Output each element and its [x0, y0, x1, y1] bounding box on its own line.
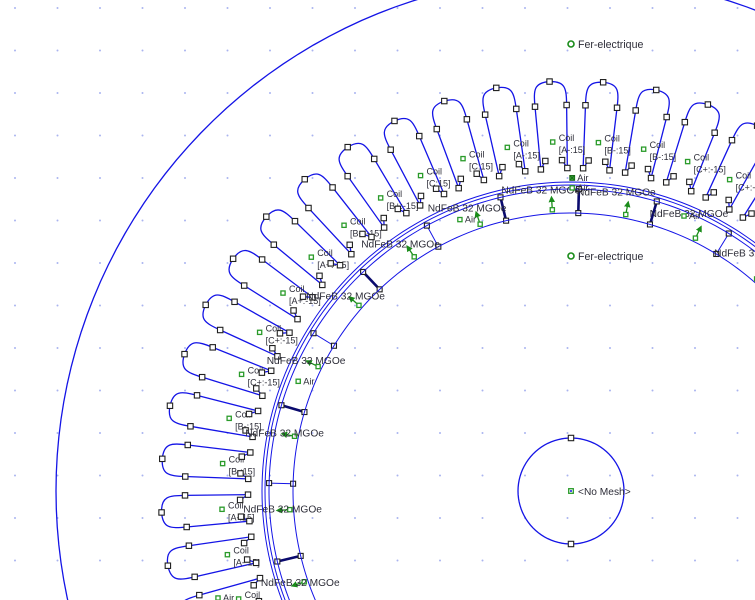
svg-text:[C:15]: [C:15]: [469, 162, 493, 172]
svg-text:[C+:-15]: [C+:-15]: [248, 377, 280, 387]
svg-text:Air: Air: [303, 376, 314, 386]
svg-text:Coil: Coil: [350, 216, 366, 226]
svg-text:[B+:-15]: [B+:-15]: [387, 201, 419, 211]
svg-text:Coil: Coil: [559, 133, 575, 143]
svg-text:[C+:-15]: [C+:-15]: [694, 165, 726, 175]
svg-text:[B-:15]: [B-:15]: [604, 146, 631, 156]
svg-text:Air: Air: [577, 173, 588, 183]
svg-text:Coil: Coil: [469, 150, 485, 160]
svg-text:[B+:-15]: [B+:-15]: [350, 228, 382, 238]
svg-text:Coil: Coil: [513, 138, 529, 148]
svg-text:[C+:-15]: [C+:-15]: [266, 335, 298, 345]
svg-text:Air: Air: [577, 183, 588, 193]
svg-text:NdFeB 32 MGOe: NdFeB 32 MGOe: [577, 188, 656, 199]
svg-text:Air: Air: [223, 593, 234, 600]
svg-text:Coil: Coil: [694, 153, 710, 163]
svg-text:Fer-electrique: Fer-electrique: [578, 39, 643, 51]
svg-text:NdFeB 32 MGOe: NdFeB 32 MGOe: [428, 203, 507, 214]
svg-text:NdFeB 32 MGOe: NdFeB 32 MGOe: [306, 292, 385, 303]
svg-text:Fer-electrique: Fer-electrique: [578, 251, 643, 263]
svg-text:Coil: Coil: [289, 284, 305, 294]
svg-text:<No Mesh>: <No Mesh>: [578, 487, 631, 498]
svg-text:NdFeB 32 MGOe: NdFeB 32 MGOe: [501, 186, 580, 197]
svg-text:NdFeB 32 MGOe: NdFeB 32 MGOe: [361, 239, 440, 250]
svg-text:Coil: Coil: [604, 134, 620, 144]
svg-text:NdFeB 32 MGOe: NdFeB 32 MGOe: [714, 249, 755, 260]
svg-text:[A-:15]: [A-:15]: [559, 145, 586, 155]
svg-text:Coil: Coil: [233, 546, 249, 556]
svg-text:Coil: Coil: [317, 248, 333, 258]
svg-text:NdFeB 32 MGOe: NdFeB 32 MGOe: [243, 504, 322, 515]
svg-text:[A-:15]: [A-:15]: [513, 150, 540, 160]
svg-text:Coil: Coil: [387, 189, 403, 199]
svg-text:Coil: Coil: [736, 171, 752, 181]
svg-text:NdFeB 32 MGOe: NdFeB 32 MGOe: [267, 356, 346, 367]
svg-text:NdFeB 32 MGOe: NdFeB 32 MGOe: [261, 578, 340, 589]
svg-text:Coil: Coil: [650, 140, 666, 150]
svg-text:[B-:15]: [B-:15]: [650, 152, 677, 162]
svg-text:[C+:-15]: [C+:-15]: [736, 183, 755, 193]
svg-text:Air: Air: [689, 211, 700, 221]
svg-text:Coil: Coil: [427, 167, 443, 177]
svg-text:Air: Air: [465, 215, 476, 225]
svg-text:NdFeB 32 MGOe: NdFeB 32 MGOe: [245, 429, 324, 440]
